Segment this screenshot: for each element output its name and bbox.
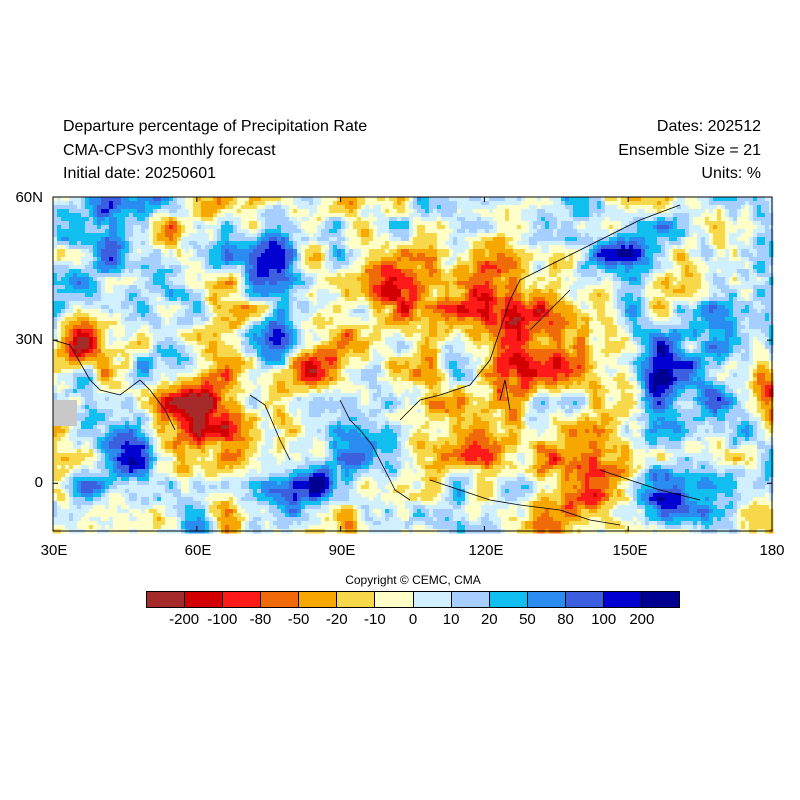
colorbar-label: 80 <box>557 611 574 628</box>
ensemble-size: Ensemble Size = 21 <box>618 142 761 159</box>
x-tick-120e: 120E <box>468 542 504 559</box>
y-tick-30n: 30N <box>15 331 43 348</box>
x-tick-30e: 30E <box>40 542 68 559</box>
copyright-text: Copyright © CEMC, CMA <box>345 573 481 587</box>
colorbar-label: -20 <box>325 611 348 628</box>
colorbar-cell <box>223 592 262 607</box>
colorbar-label: -100 <box>207 611 238 628</box>
colorbar-cell <box>261 592 300 607</box>
coastline <box>399 204 681 421</box>
chart-title: Departure percentage of Precipitation Ra… <box>63 118 368 135</box>
forecast-dates: Dates: 202512 <box>656 118 761 135</box>
colorbar-cell <box>375 592 414 607</box>
colorbar-label: 100 <box>591 611 617 628</box>
colorbar-label: 10 <box>442 611 460 628</box>
y-tick-60n: 60N <box>15 189 43 206</box>
colorbar-label: 50 <box>519 611 536 628</box>
missing-data-patch <box>53 400 77 426</box>
colorbar-cell <box>489 592 528 607</box>
colorbar-cell <box>299 592 338 607</box>
colorbar-label: 0 <box>408 611 418 628</box>
colorbar-label: -10 <box>364 611 386 628</box>
colorbar-cell <box>451 592 490 607</box>
colorbar-label: -200 <box>169 611 200 628</box>
model-name: CMA-CPSv3 monthly forecast <box>63 142 276 159</box>
colorbar-cell <box>527 592 566 607</box>
coastline <box>529 289 571 331</box>
units-label: Units: % <box>701 165 761 182</box>
y-tick-0: 0 <box>34 474 43 491</box>
coastline <box>249 394 291 461</box>
colorbar-cell <box>413 592 452 607</box>
colorbar-cell <box>565 592 604 607</box>
colorbar-label: 200 <box>629 611 655 628</box>
colorbar-cell <box>185 592 224 607</box>
coastline <box>599 469 701 501</box>
colorbar-label: -50 <box>287 611 310 628</box>
colorbar <box>146 591 680 608</box>
coastline <box>339 399 411 501</box>
coastline <box>429 479 621 526</box>
coastline <box>52 339 176 431</box>
colorbar-cell <box>603 592 643 607</box>
colorbar-label: 20 <box>480 611 498 628</box>
map-frame <box>52 196 773 532</box>
colorbar-label: -80 <box>249 611 272 628</box>
x-tick-180: 180 <box>759 542 785 559</box>
x-tick-90e: 90E <box>328 542 356 559</box>
coastline <box>499 379 511 411</box>
colorbar-cell <box>642 592 680 607</box>
x-tick-150e: 150E <box>612 542 648 559</box>
colorbar-cell <box>337 592 376 607</box>
x-tick-60e: 60E <box>184 542 212 559</box>
initial-date: Initial date: 20250601 <box>63 165 217 182</box>
colorbar-cell <box>147 592 186 607</box>
anomaly-field <box>53 197 774 534</box>
